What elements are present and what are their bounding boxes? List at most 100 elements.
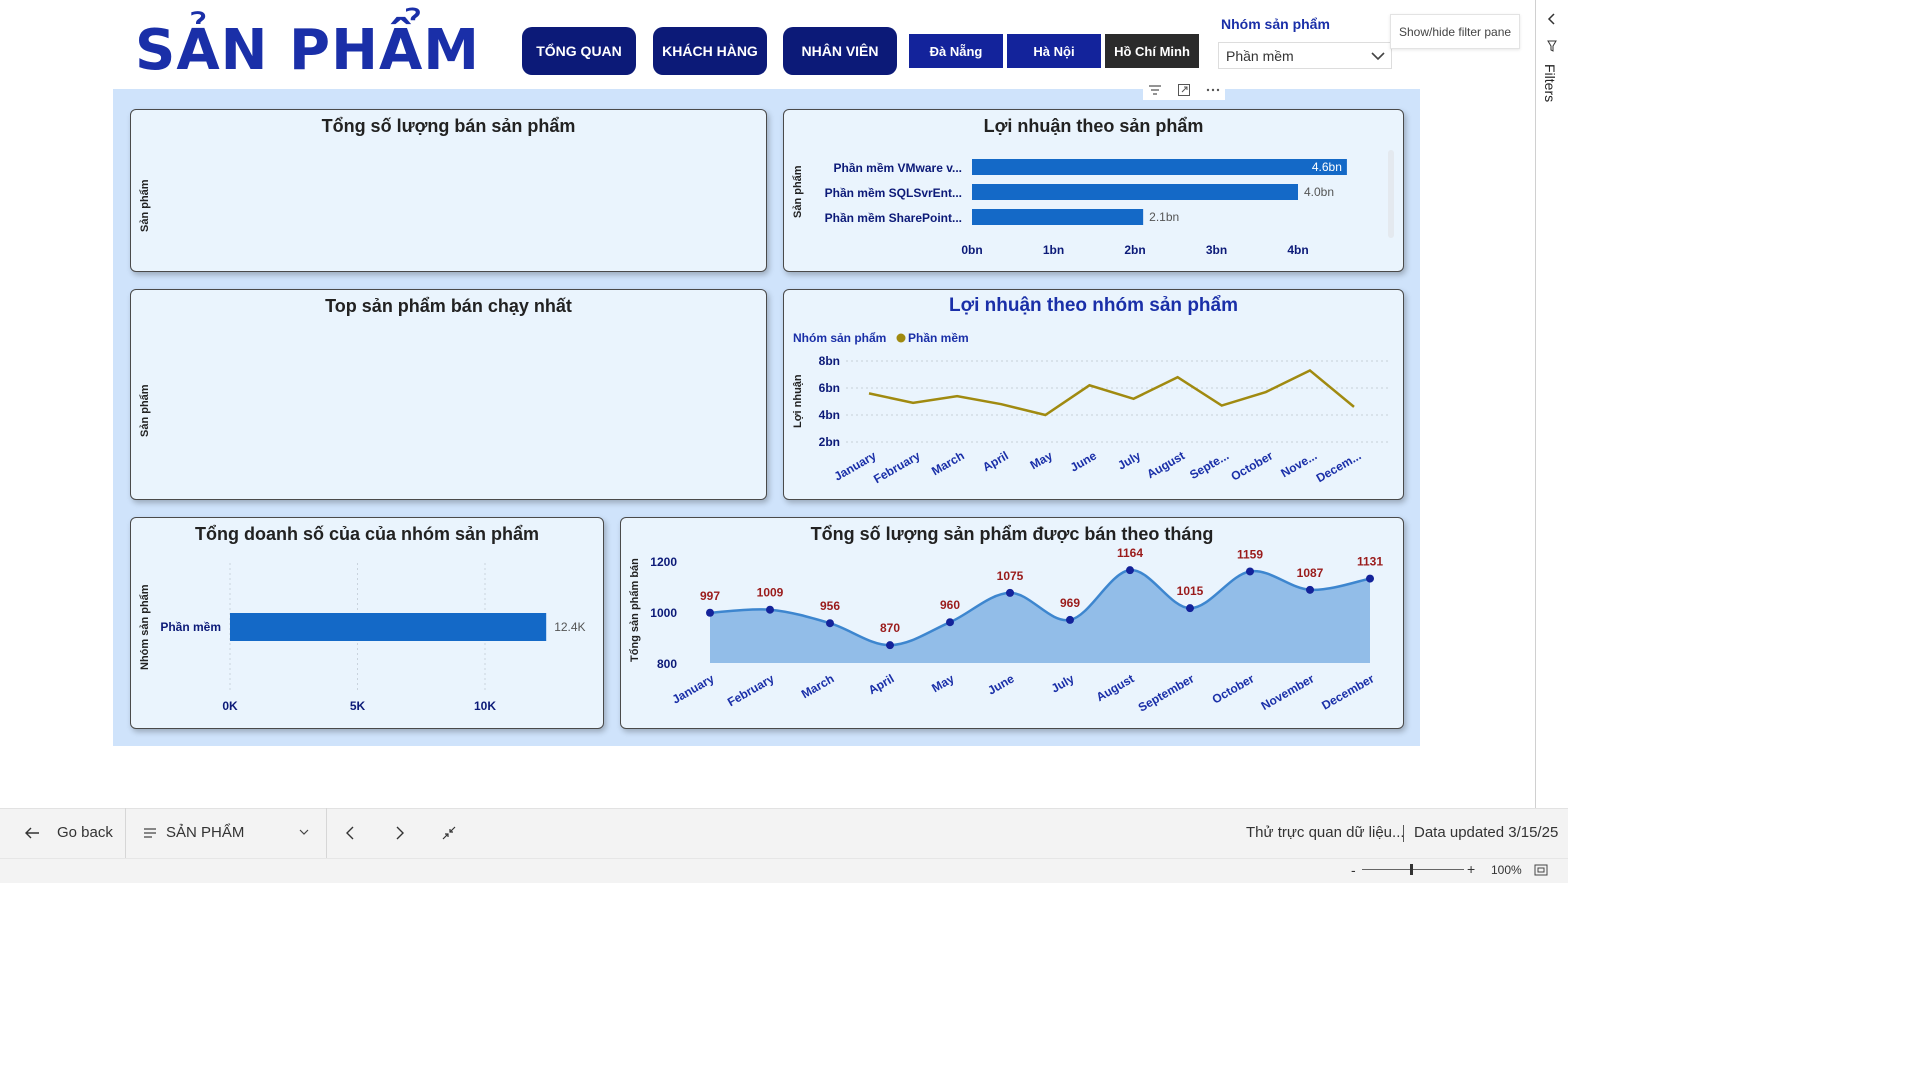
- x-tick-label: 2bn: [1124, 243, 1145, 257]
- bar: [972, 184, 1298, 200]
- more-options-icon[interactable]: [1206, 87, 1220, 93]
- bar: [972, 159, 1347, 175]
- legend-marker: [896, 333, 906, 343]
- x-tick-label: October: [1228, 448, 1275, 483]
- data-label: 4.6bn: [1312, 160, 1342, 174]
- chevron-down-icon: [299, 829, 309, 835]
- legend-title: Nhóm sản phẩm: [793, 331, 886, 345]
- y-tick-label: 8bn: [819, 354, 840, 368]
- report-name[interactable]: Thử trực quan dữ liệu...: [1246, 824, 1405, 841]
- x-tick-label: August: [1094, 671, 1137, 704]
- y-tick-label: 6bn: [819, 381, 840, 395]
- visual-header: [1143, 80, 1225, 100]
- x-tick-label: November: [1259, 671, 1317, 713]
- slicer-label: Nhóm sản phẩm: [1221, 16, 1330, 32]
- city-button-ha-noi[interactable]: Hà Nội: [1007, 34, 1101, 68]
- x-tick-label: December: [1319, 671, 1377, 712]
- slicer-value: Phần mềm: [1226, 47, 1294, 64]
- monthly-quantity-chart[interactable]: 1200 1000 800 997 January 1009 February 956 Marc…: [621, 518, 1403, 728]
- city-button-da-nang[interactable]: Đà Nẵng: [909, 34, 1003, 68]
- next-page-icon[interactable]: [395, 826, 405, 840]
- previous-page-icon[interactable]: [345, 826, 355, 840]
- go-back-button[interactable]: Go back: [24, 824, 113, 841]
- nav-button-overview[interactable]: TỔNG QUAN: [522, 27, 636, 75]
- y-tick-label: 800: [657, 657, 677, 671]
- zoom-level: 100%: [1491, 863, 1522, 877]
- x-tick-label: 0K: [222, 699, 238, 713]
- card-top-products: Top sản phẩm bán chạy nhất Sản phẩm: [130, 289, 767, 500]
- status-bar: [0, 858, 1568, 883]
- zoom-slider[interactable]: [1362, 869, 1464, 870]
- menu-icon: [144, 827, 156, 838]
- card-title: Lợi nhuận theo sản phẩm: [983, 116, 1204, 136]
- product-group-slicer[interactable]: Phần mềm: [1218, 42, 1392, 69]
- city-button-ho-chi-minh[interactable]: Hồ Chí Minh: [1105, 34, 1199, 68]
- nav-button-employees[interactable]: NHÂN VIÊN: [783, 27, 897, 75]
- collapse-left-icon[interactable]: [1545, 12, 1559, 26]
- zoom-slider-handle[interactable]: [1410, 864, 1413, 875]
- data-label: 1075: [997, 569, 1024, 583]
- card-title: Tổng doanh số của của nhóm sản phẩm: [194, 524, 540, 544]
- filters-pane[interactable]: [1535, 0, 1569, 808]
- card-profit-by-product: Lợi nhuận theo sản phẩm Sản phẩm 0bn 1bn 2…: [783, 109, 1404, 272]
- series-line: [868, 368, 1355, 417]
- x-tick-label: 1bn: [1043, 243, 1064, 257]
- zoom-in-button[interactable]: +: [1467, 861, 1476, 877]
- card-title: Tổng số lượng bán sản phẩm: [321, 116, 576, 136]
- data-label: 1159: [1237, 547, 1263, 561]
- x-tick-label: February: [871, 448, 923, 486]
- nav-button-customers[interactable]: KHÁCH HÀNG: [653, 27, 767, 75]
- x-tick-label: March: [799, 671, 837, 701]
- exit-fullscreen-icon[interactable]: [442, 826, 456, 840]
- data-label: 12.4K: [554, 620, 585, 634]
- data-label: 870: [880, 621, 900, 635]
- page-title: SẢN PHẨM: [135, 18, 481, 83]
- filter-pane-tooltip: Show/hide filter pane: [1390, 14, 1521, 49]
- x-tick-label: August: [1144, 448, 1187, 481]
- data-label: 4.0bn: [1304, 185, 1334, 199]
- data-label: 997: [700, 589, 720, 603]
- data-point: [706, 608, 714, 617]
- x-tick-label: 0bn: [961, 243, 982, 257]
- data-point: [1006, 588, 1014, 597]
- card-total-quantity: Tổng số lượng bán sản phẩm Sản phẩm: [130, 109, 767, 272]
- x-tick-label: 4bn: [1287, 243, 1308, 257]
- page-selector[interactable]: SẢN PHẨM: [143, 824, 313, 841]
- x-tick-label: April: [866, 671, 897, 697]
- data-point: [766, 605, 774, 614]
- data-label: 969: [1060, 596, 1080, 610]
- zoom-out-button[interactable]: -: [1351, 862, 1356, 878]
- data-updated: Data updated 3/15/25: [1414, 824, 1559, 841]
- profit-by-group-chart[interactable]: Nhóm sản phẩm Phần mềm 8bn 6bn 4bn 2bnJanuary…: [784, 290, 1403, 499]
- y-tick-label: 4bn: [819, 408, 840, 422]
- focus-mode-icon[interactable]: [1177, 83, 1191, 97]
- profit-by-product-chart[interactable]: 0bn 1bn 2bn 3bn 4bn Phần mềm VMware v... 4.6bn…: [784, 110, 1403, 271]
- data-label: 960: [940, 598, 960, 612]
- bottom-bar: [0, 808, 1568, 859]
- data-label: 2.1bn: [1149, 210, 1179, 224]
- data-point: [946, 618, 954, 627]
- data-label: 1015: [1177, 584, 1204, 598]
- x-tick-label: 5K: [350, 699, 366, 713]
- x-tick-label: February: [725, 671, 777, 709]
- sales-by-group-chart[interactable]: 0K 5K 10K Phần mềm 12.4K: [131, 518, 603, 728]
- bar: [972, 209, 1144, 225]
- page-name: SẢN PHẨM: [166, 824, 245, 841]
- data-point: [1246, 567, 1254, 576]
- data-point: [1366, 574, 1374, 583]
- y-tick-label: 1000: [650, 606, 677, 620]
- scrollbar[interactable]: [1388, 150, 1394, 238]
- category-label: Phần mềm: [160, 620, 221, 634]
- filters-label[interactable]: Filters: [1542, 64, 1558, 103]
- y-tick-label: 1200: [650, 555, 677, 569]
- divider: [125, 808, 126, 858]
- data-label: 956: [820, 599, 840, 613]
- divider: [326, 808, 327, 858]
- chevron-down-icon: [1371, 52, 1385, 61]
- fit-to-page-icon[interactable]: [1534, 864, 1548, 876]
- data-point: [1126, 566, 1134, 575]
- card-profit-by-group: Lợi nhuận theo nhóm sản phẩm Lợi nhuận N…: [783, 289, 1404, 500]
- card-title: Lợi nhuận theo nhóm sản phẩm: [948, 295, 1238, 316]
- card-title: Top sản phẩm bán chạy nhất: [325, 296, 572, 316]
- filter-icon[interactable]: [1148, 84, 1162, 96]
